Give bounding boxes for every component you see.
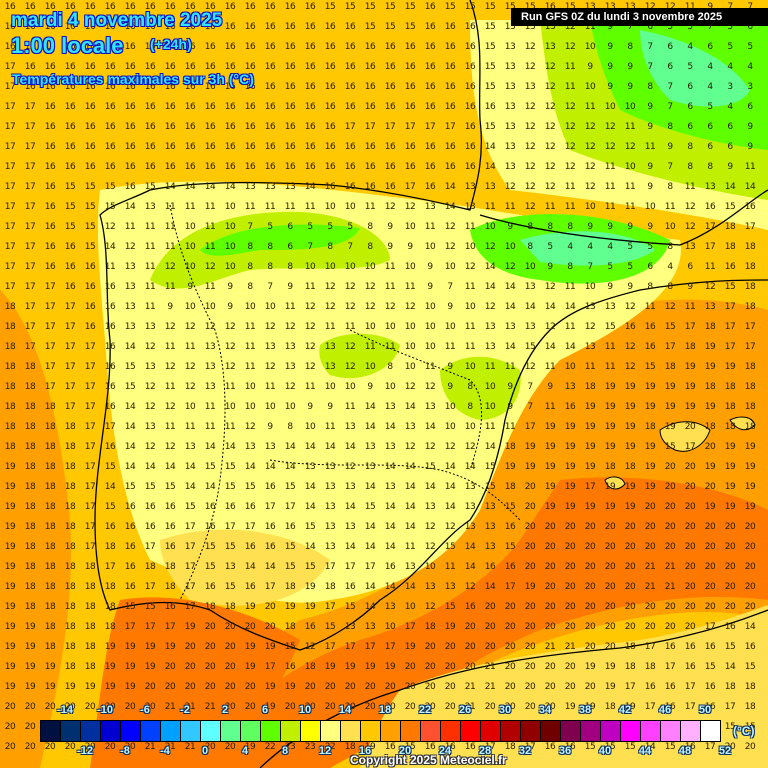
- legend-swatch: [201, 721, 221, 741]
- legend-tick: 24: [438, 745, 452, 757]
- zone-17-andalusia: [160, 529, 330, 606]
- legend-swatch: [661, 721, 681, 741]
- legend-tick: 22: [418, 704, 432, 716]
- legend-tick: -10: [97, 704, 113, 716]
- legend-tick: 6: [261, 704, 269, 716]
- legend-tick: 10: [298, 704, 312, 716]
- legend-swatch: [581, 721, 601, 741]
- legend-tick: 14: [338, 704, 352, 716]
- legend-swatch: [321, 721, 341, 741]
- legend-tick: 46: [658, 704, 672, 716]
- africa-coastline: [259, 609, 768, 768]
- legend-swatch: [41, 721, 61, 741]
- menorca: [729, 416, 756, 431]
- legend-swatch: [521, 721, 541, 741]
- legend-swatch: [261, 721, 281, 741]
- legend-tick: 0: [201, 745, 209, 757]
- legend-swatch: [181, 721, 201, 741]
- legend-tick: 48: [678, 745, 692, 757]
- legend-tick: 38: [578, 704, 592, 716]
- legend-swatch: [561, 721, 581, 741]
- legend-swatch: [541, 721, 561, 741]
- legend-tick: 50: [698, 704, 712, 716]
- lead-time: (+24h): [150, 36, 192, 52]
- legend-swatch: [241, 721, 261, 741]
- legend-tick: -12: [77, 745, 93, 757]
- legend-tick: 34: [538, 704, 552, 716]
- zone-19-mediterranean: [160, 299, 768, 768]
- zone-4-france: [640, 30, 750, 107]
- region-border-2: [349, 329, 482, 471]
- legend-tick: 26: [458, 704, 472, 716]
- legend-tick: 30: [498, 704, 512, 716]
- legend-swatch: [361, 721, 381, 741]
- zone-8-iberian-system: [440, 356, 521, 420]
- legend-swatch: [161, 721, 181, 741]
- legend-swatch: [121, 721, 141, 741]
- legend-swatch: [441, 721, 461, 741]
- legend-tick: -6: [140, 704, 150, 716]
- legend-swatch: [701, 721, 720, 741]
- legend-tick: -14: [57, 704, 73, 716]
- legend-tick: 20: [398, 745, 412, 757]
- legend-swatch: [501, 721, 521, 741]
- legend-swatch: [461, 721, 481, 741]
- ibiza: [604, 476, 626, 490]
- legend-tick: 12: [318, 745, 332, 757]
- legend-tick: 52: [718, 745, 732, 757]
- portugal-border: [169, 204, 226, 601]
- legend-swatch: [401, 721, 421, 741]
- coastline: [94, 0, 768, 651]
- legend-swatch: [341, 721, 361, 741]
- legend-tick: 18: [378, 704, 392, 716]
- forecast-date: mardi 4 novembre 2025: [11, 10, 223, 31]
- color-legend: [40, 720, 721, 742]
- legend-swatch: [621, 721, 641, 741]
- legend-swatch: [281, 721, 301, 741]
- legend-unit: (°C): [733, 724, 755, 738]
- pyrenees-border: [479, 189, 768, 246]
- legend-tick: 2: [221, 704, 229, 716]
- legend-swatch: [101, 721, 121, 741]
- zone-6-cantabria: [200, 224, 360, 256]
- legend-tick: -8: [120, 745, 130, 757]
- zone-14-iberia: [97, 181, 681, 603]
- variable-title: Températures maximales sur 3h (°C): [12, 71, 254, 87]
- forecast-time: 1:00 locale: [11, 33, 124, 58]
- zone-20-mediterranean: [190, 477, 768, 768]
- legend-tick: 8: [281, 745, 289, 757]
- legend-tick: -4: [160, 745, 170, 757]
- legend-swatch: [61, 721, 81, 741]
- legend-swatch: [601, 721, 621, 741]
- legend-swatch: [421, 721, 441, 741]
- legend-tick: -2: [180, 704, 190, 716]
- legend-tick: 4: [241, 745, 249, 757]
- legend-swatch: [641, 721, 661, 741]
- mallorca: [659, 421, 711, 452]
- legend-tick: 42: [618, 704, 632, 716]
- legend-tick: 28: [478, 745, 492, 757]
- legend-swatch: [81, 721, 101, 741]
- legend-tick: 40: [598, 745, 612, 757]
- legend-tick: 36: [558, 745, 572, 757]
- legend-tick: 16: [358, 745, 372, 757]
- zone-18-atlantic: [0, 290, 71, 768]
- legend-swatch: [681, 721, 701, 741]
- copyright: Copyright 2025 Meteociel.fr: [350, 753, 507, 767]
- legend-swatch: [381, 721, 401, 741]
- legend-swatch: [221, 721, 241, 741]
- legend-tick: 32: [518, 745, 532, 757]
- legend-swatch: [301, 721, 321, 741]
- legend-swatch: [141, 721, 161, 741]
- run-label: Run GFS 0Z du lundi 3 novembre 2025: [511, 8, 768, 26]
- zone-9-central-system: [319, 333, 400, 379]
- legend-swatch: [481, 721, 501, 741]
- legend-tick: 44: [638, 745, 652, 757]
